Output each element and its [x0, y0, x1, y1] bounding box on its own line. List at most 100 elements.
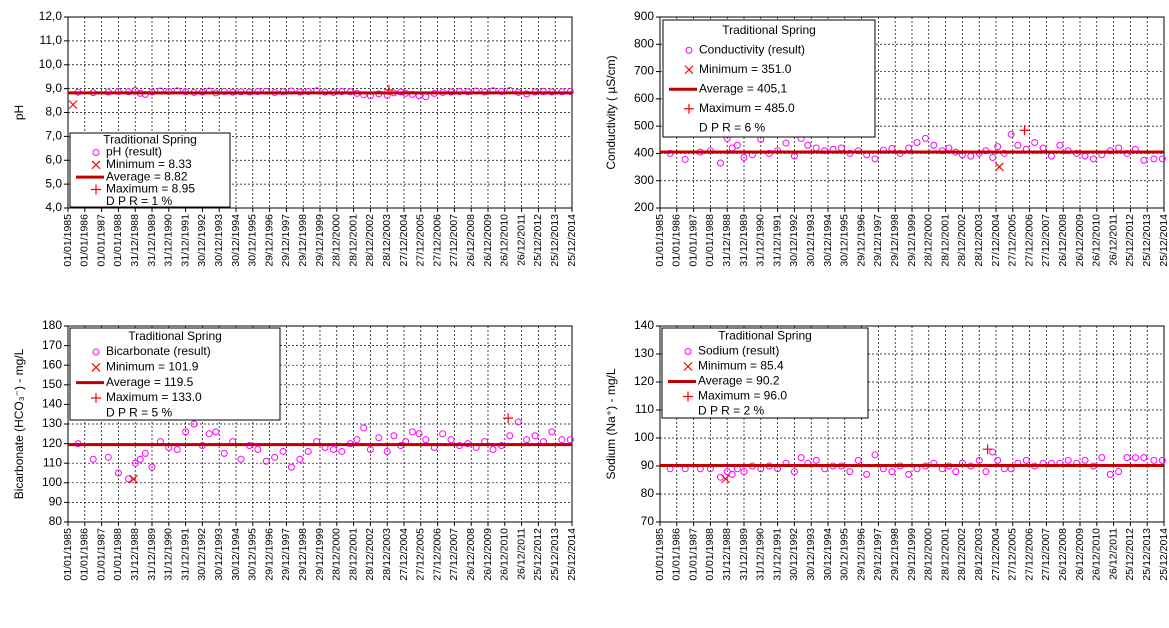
x-tick-label: 01/01/1987 [687, 214, 699, 267]
point [930, 141, 938, 149]
legend-label: Average = 119.5 [106, 375, 194, 389]
x-tick-label: 30/12/1995 [839, 528, 851, 581]
x-tick-label: 25/12/2013 [1141, 528, 1153, 581]
x-tick-label: 26/12/2010 [499, 528, 511, 581]
y-axis-label: Conductivity ( µS/cm) [604, 55, 618, 169]
point [1007, 130, 1015, 138]
legend-box [662, 19, 876, 138]
x-tick-label: 28/12/2002 [956, 214, 968, 267]
y-tick-label: 7,0 [45, 129, 62, 143]
x-tick-label: 31/12/1991 [179, 214, 191, 267]
x-tick-label: 27/12/2004 [398, 214, 410, 267]
point [148, 463, 156, 471]
point [1150, 155, 1158, 163]
x-tick-label: 31/12/1988 [721, 214, 733, 267]
legend-label: Average = 90.2 [698, 374, 780, 388]
x-tick-label: 31/12/1989 [738, 214, 750, 267]
x-tick-label: 29/12/1996 [855, 528, 867, 581]
point [408, 428, 416, 436]
x-tick-label: 30/12/1993 [213, 214, 225, 267]
x-tick-label: 25/12/2013 [549, 214, 561, 267]
x-tick-label: 28/12/2003 [973, 214, 985, 267]
y-tick-label: 800 [634, 36, 654, 50]
x-tick-label: 01/01/1988 [112, 214, 124, 267]
x-tick-label: 27/12/2007 [448, 214, 460, 267]
y-tick-label: 300 [634, 173, 654, 187]
point [566, 436, 574, 444]
x-tick-label: 25/12/2012 [1124, 528, 1136, 581]
legend-note: D P R = 1 % [106, 194, 172, 208]
x-tick-label: 30/12/1994 [230, 214, 242, 267]
y-tick-label: 400 [634, 146, 654, 160]
point [531, 432, 539, 440]
point [89, 455, 97, 463]
x-tick-label: 01/01/1986 [671, 214, 683, 267]
point [1123, 454, 1131, 462]
x-tick-label: 29/12/1996 [263, 214, 275, 267]
x-tick-label: 26/12/2009 [482, 214, 494, 267]
y-axis-label: Sodium (Na⁺) - mg/L [604, 368, 618, 479]
y-tick-label: 10,0 [39, 57, 63, 71]
x-tick-label: 28/12/2000 [331, 528, 343, 581]
x-tick-label: 30/12/1992 [788, 528, 800, 581]
x-tick-label: 28/12/2003 [973, 528, 985, 581]
x-tick-label: 26/12/2011 [1107, 214, 1119, 266]
point [728, 470, 736, 478]
y-tick-label: 600 [634, 91, 654, 105]
y-tick-label: 110 [635, 402, 654, 416]
y-tick-label: 180 [42, 318, 62, 332]
legend-title: Traditional Spring [103, 132, 197, 146]
point [523, 436, 531, 444]
y-tick-label: 6,0 [45, 152, 62, 166]
x-tick-label: 28/12/2001 [939, 214, 951, 267]
legend-symbol [92, 149, 100, 156]
x-tick-label: 30/12/1992 [788, 214, 800, 267]
legend-note: D P R = 2 % [698, 404, 764, 418]
point [190, 420, 198, 428]
point [989, 448, 997, 456]
legend-title: Traditional Spring [718, 329, 812, 343]
x-tick-label: 29/12/1997 [872, 528, 884, 581]
point [740, 154, 748, 162]
x-tick-label: 31/12/1991 [771, 528, 783, 581]
legend-symbol [685, 46, 693, 54]
legend-label: Conductivity (result) [699, 42, 805, 56]
y-tick-label: 5,0 [45, 176, 62, 190]
x-tick-label: 26/12/2008 [465, 214, 477, 267]
x-tick-label: 27/12/2004 [990, 214, 1002, 267]
point [558, 436, 566, 444]
point [271, 453, 279, 461]
point [982, 468, 990, 476]
x-tick-label: 29/12/1998 [889, 528, 901, 581]
point [514, 418, 522, 426]
point [913, 139, 921, 147]
point [716, 159, 724, 167]
x-tick-label: 29/12/1997 [280, 214, 292, 267]
x-tick-label: 25/12/2012 [532, 214, 544, 267]
x-tick-label: 26/12/2010 [1091, 214, 1103, 267]
point [846, 468, 854, 476]
x-tick-label: 30/12/1994 [822, 214, 834, 267]
x-tick-label: 01/01/1985 [654, 528, 666, 581]
plot-border [67, 325, 573, 523]
legend-label: Minimum = 101.9 [106, 360, 199, 374]
x-tick-label: 26/12/2011 [515, 214, 527, 266]
point [439, 430, 447, 438]
legend-note: D P R = 6 % [699, 120, 765, 134]
x-tick-label: 31/12/1988 [721, 528, 733, 581]
point [782, 139, 790, 147]
point [114, 469, 122, 477]
legend-label: Average = 405,1 [699, 81, 788, 95]
legend-symbol [91, 393, 101, 403]
legend-symbol [684, 103, 694, 114]
point [797, 454, 805, 462]
x-tick-label: 01/01/1987 [687, 528, 699, 581]
point [390, 432, 398, 440]
x-tick-label: 26/12/2010 [1091, 528, 1103, 581]
x-tick-label: 29/12/1996 [263, 528, 275, 581]
x-tick-label: 30/12/1994 [822, 528, 834, 581]
x-tick-label: 28/12/2002 [364, 214, 376, 267]
x-tick-label: 25/12/2014 [566, 214, 578, 267]
x-tick-label: 01/01/1985 [62, 528, 74, 581]
